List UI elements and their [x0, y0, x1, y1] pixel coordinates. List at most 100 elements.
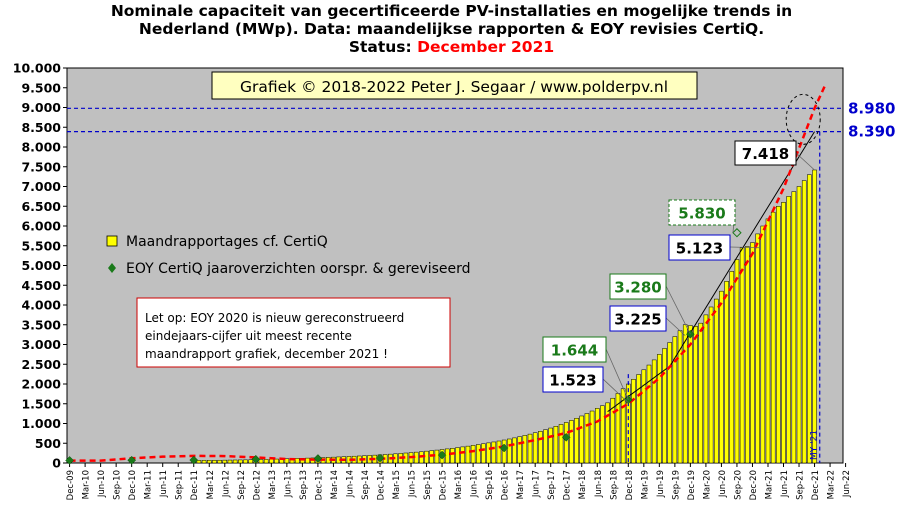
x-tick-label: Dec-12 — [252, 470, 262, 500]
bar — [538, 431, 543, 464]
x-tick-label: Mar-18 — [578, 470, 588, 499]
x-tick-label: Jun-21 — [780, 470, 790, 498]
bar — [605, 402, 610, 464]
y-tick-label: 6.500 — [21, 199, 61, 214]
x-tick-label: Sep-16 — [485, 470, 495, 500]
bar — [786, 196, 791, 464]
y-tick-label: 10.000 — [13, 61, 62, 76]
x-tick-label: Sep-21 — [796, 470, 806, 500]
y-tick-label: 2.000 — [21, 377, 61, 392]
legend-swatch-eoy — [108, 263, 116, 273]
bar — [434, 449, 440, 464]
eoy-marker — [499, 443, 509, 453]
x-tick-label: Mar-11 — [144, 470, 154, 499]
y-tick-label: 500 — [35, 436, 61, 451]
x-tick-label: Sep-18 — [609, 470, 619, 500]
y-tick-label: 5.000 — [21, 258, 61, 273]
x-tick-label: Sep-10 — [113, 470, 123, 500]
bar — [486, 442, 491, 464]
x-tick-label: Dec-16 — [501, 470, 511, 500]
bar — [269, 458, 274, 464]
bar — [651, 359, 657, 464]
y-tick-label: 5.500 — [21, 238, 61, 253]
bar — [781, 202, 786, 464]
x-tick-label: Dec-17 — [563, 470, 573, 500]
y-tick-label: 0 — [52, 456, 61, 471]
bar — [657, 354, 662, 464]
x-tick-label: Dec-10 — [128, 470, 138, 500]
bar — [636, 374, 641, 464]
legend-label-bars: Maandrapportages cf. CertiQ — [126, 234, 328, 250]
y-tick-label: 1.000 — [21, 416, 61, 431]
x-tick-label: Jun-17 — [532, 470, 542, 498]
x-tick-label: Sep-15 — [423, 470, 433, 500]
bar — [584, 413, 590, 464]
annotation-leader — [665, 285, 691, 335]
bar — [796, 186, 802, 464]
bar — [724, 281, 729, 464]
y-tick-label: 3.000 — [21, 337, 61, 352]
bar — [507, 438, 512, 464]
bar — [196, 460, 202, 464]
bar — [460, 446, 466, 464]
x-tick-label: Jun-16 — [470, 470, 480, 498]
bar — [791, 191, 797, 464]
y-tick-label: 2.500 — [21, 357, 61, 372]
x-tick-label: Dec-14 — [376, 470, 386, 500]
x-tick-label: Dec-20 — [749, 470, 759, 500]
x-tick-label: Mar-12 — [206, 470, 216, 499]
hline-label: 8.980 — [848, 99, 895, 117]
annotation-leader — [795, 152, 815, 171]
x-tick-label: Mar-15 — [392, 470, 402, 499]
note-line: eindejaars-cijfer uit meest recente — [145, 329, 352, 343]
bar — [745, 246, 750, 464]
annotation-box — [542, 366, 604, 393]
bar — [713, 298, 719, 464]
x-tick-label: Sep-20 — [733, 470, 743, 500]
x-tick-label: Jun-20 — [718, 470, 728, 498]
bar — [600, 405, 605, 464]
bar — [465, 445, 471, 464]
bar — [227, 459, 233, 464]
x-tick-label: Jun-10 — [97, 470, 107, 498]
x-tick-label: Mar-19 — [640, 470, 650, 499]
bar — [667, 342, 672, 464]
vline-label: MY '21 — [810, 430, 820, 460]
bar — [258, 459, 264, 464]
bar — [527, 433, 533, 464]
annotation-box — [609, 273, 667, 300]
annotation-box — [668, 199, 736, 226]
bar — [688, 325, 693, 464]
annotation-box — [609, 305, 667, 332]
bar — [563, 422, 569, 464]
eoy-marker-open — [732, 228, 742, 238]
bar — [294, 458, 300, 464]
title-line-3: Status: December 2021 — [0, 38, 903, 56]
bar — [263, 459, 269, 464]
x-tick-label: Dec-09 — [66, 470, 76, 500]
bar — [589, 410, 595, 464]
eoy-marker — [561, 432, 571, 442]
bar — [646, 364, 652, 464]
annotation-label: 5.123 — [676, 240, 723, 258]
title-line-2: Nederland (MWp). Data: maandelijkse rapp… — [138, 20, 765, 38]
x-tick-label: Dec-13 — [314, 470, 324, 500]
bar — [232, 459, 238, 464]
status-label: Status: — [348, 38, 412, 56]
annotation-leader — [605, 348, 629, 400]
bar — [708, 306, 714, 464]
y-tick-label: 7.500 — [21, 159, 61, 174]
bar — [812, 169, 817, 464]
eoy-marker — [251, 454, 261, 464]
bar — [770, 211, 776, 464]
x-tick-label: Sep-17 — [547, 470, 557, 500]
title-line-1: Nominale capaciteit van gecertificeerde … — [110, 2, 793, 20]
bar — [543, 429, 548, 464]
eoy-marker — [65, 456, 74, 465]
x-tick-label: Jun-18 — [594, 470, 604, 498]
bar — [532, 432, 538, 464]
x-tick-label: Jun-22 — [842, 470, 852, 498]
annotation-leader — [729, 246, 761, 249]
x-tick-label: Mar-20 — [702, 470, 712, 499]
